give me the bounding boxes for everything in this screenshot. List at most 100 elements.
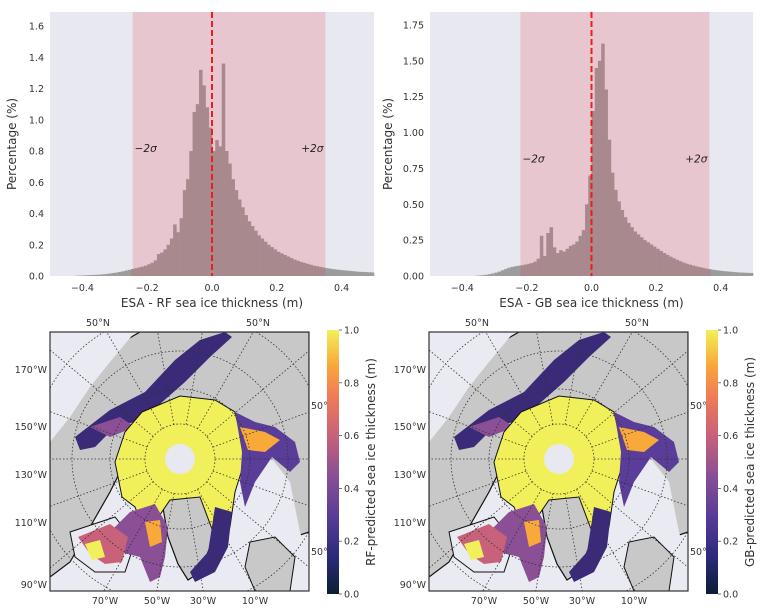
histogram-bar bbox=[302, 262, 307, 276]
histogram-bar bbox=[727, 271, 731, 276]
histogram-bar bbox=[331, 269, 336, 276]
latitude-circle bbox=[450, 350, 668, 568]
x-tick-label: 0.0 bbox=[204, 283, 219, 294]
histogram-bar bbox=[656, 248, 660, 276]
histogram-bar bbox=[711, 269, 715, 276]
longitude-label: 70°W bbox=[471, 596, 498, 607]
histogram-bar bbox=[643, 240, 647, 276]
sea-ice-bering bbox=[469, 417, 514, 437]
y-tick-label: 1.6 bbox=[29, 22, 44, 33]
longitude-label: 150°W bbox=[394, 422, 427, 433]
minus-two-sigma-label: −2σ bbox=[135, 143, 157, 155]
latitude-label: 50° bbox=[311, 547, 328, 558]
histogram-bar bbox=[633, 231, 638, 276]
sea-ice-baffin bbox=[145, 520, 162, 547]
histogram-bar bbox=[662, 253, 667, 276]
x-tick-label: 0.4 bbox=[713, 283, 728, 294]
histogram-bar bbox=[322, 267, 326, 276]
histogram-bar bbox=[221, 63, 226, 276]
histogram-bar bbox=[746, 272, 751, 276]
histogram-bar bbox=[105, 273, 109, 276]
colorbar bbox=[706, 330, 718, 594]
histogram-bar bbox=[351, 271, 355, 276]
meridian-line bbox=[564, 493, 583, 591]
histogram-bar bbox=[704, 268, 709, 276]
histogram-bar bbox=[237, 199, 242, 276]
histogram-bar bbox=[559, 250, 563, 276]
meridian-line bbox=[591, 411, 688, 448]
histogram-bar bbox=[299, 261, 304, 276]
y-tick-label: 0.75 bbox=[403, 164, 424, 175]
histogram-bars bbox=[475, 43, 754, 277]
histogram-bar bbox=[228, 163, 232, 276]
histogram-bar bbox=[607, 139, 612, 276]
x-tick-label: −0.2 bbox=[136, 283, 159, 294]
meridian-line bbox=[206, 481, 309, 568]
histogram-bar bbox=[513, 266, 518, 276]
longitude-label: 50°W bbox=[144, 596, 171, 607]
histogram-bar bbox=[312, 265, 316, 276]
histogram-bar bbox=[205, 107, 210, 276]
histogram-bar bbox=[665, 254, 670, 276]
europe bbox=[244, 536, 296, 591]
histogram-bar bbox=[176, 232, 180, 276]
x-tick-label: −0.2 bbox=[515, 283, 538, 294]
histogram-bar bbox=[614, 189, 618, 276]
histogram-bar bbox=[150, 262, 154, 276]
histogram-bar bbox=[254, 230, 258, 276]
histogram-bar bbox=[646, 242, 650, 276]
histogram-bar bbox=[218, 146, 223, 276]
histogram-bar bbox=[82, 275, 86, 276]
histogram-bar bbox=[730, 271, 734, 276]
meridian-line bbox=[429, 349, 533, 437]
colorbar-tick-label: 0.8 bbox=[723, 378, 738, 389]
histogram-bar bbox=[189, 151, 193, 276]
histogram-bar bbox=[588, 175, 592, 276]
histogram-bar bbox=[536, 258, 541, 276]
colorbar-tick-label: 1.0 bbox=[723, 326, 738, 337]
latitude-label: 50° bbox=[690, 401, 707, 412]
histogram-bar bbox=[675, 259, 680, 276]
histogram-bar bbox=[173, 224, 177, 276]
histogram-bar bbox=[286, 256, 291, 276]
latitude-label: 50°N bbox=[246, 318, 270, 329]
histogram-bar bbox=[305, 263, 310, 276]
longitude-label: 130°W bbox=[15, 470, 48, 481]
longitude-label: 10°W bbox=[242, 596, 269, 607]
histogram-bar bbox=[257, 235, 261, 276]
histogram-bar bbox=[260, 238, 265, 276]
histogram-bar bbox=[546, 232, 550, 276]
histogram-bar bbox=[335, 269, 339, 276]
histogram-bar bbox=[147, 264, 151, 276]
longitude-label: 110°W bbox=[394, 518, 427, 529]
histogram-bar bbox=[630, 227, 634, 276]
histogram-bar bbox=[280, 253, 284, 276]
meridian-line bbox=[106, 332, 163, 429]
ocean bbox=[429, 332, 514, 442]
histogram-bar bbox=[749, 272, 754, 276]
histogram-bar bbox=[101, 274, 106, 276]
histogram-bar bbox=[720, 270, 725, 276]
histogram-bar bbox=[555, 253, 560, 276]
sea-ice-bering bbox=[90, 417, 135, 437]
histogram-bar bbox=[562, 251, 566, 276]
histogram-bar bbox=[717, 270, 721, 276]
histogram-bar bbox=[247, 221, 252, 276]
histogram-bar bbox=[143, 265, 148, 276]
y-tick-label: 1.00 bbox=[403, 128, 424, 139]
longitude-label: 90°W bbox=[21, 580, 48, 591]
y-tick-label: 0.0 bbox=[29, 272, 44, 283]
histogram-bar bbox=[231, 179, 235, 276]
colorbar-tick-label: 1.0 bbox=[344, 326, 359, 337]
histogram-bar bbox=[267, 244, 271, 276]
colorbar-tick-label: 0.6 bbox=[344, 431, 359, 442]
histogram-bar bbox=[273, 249, 278, 276]
histogram-bar bbox=[361, 271, 365, 276]
plus-two-sigma-label: +2σ bbox=[685, 153, 707, 165]
ocean bbox=[50, 332, 135, 442]
meridian-line bbox=[185, 332, 203, 425]
map-gb: 50°N 50°N 50° 50° 170°W 150°W 130°W 110°W 90°W 70… bbox=[394, 318, 757, 607]
histogram-bar bbox=[315, 266, 320, 276]
histogram-bar bbox=[698, 267, 702, 276]
